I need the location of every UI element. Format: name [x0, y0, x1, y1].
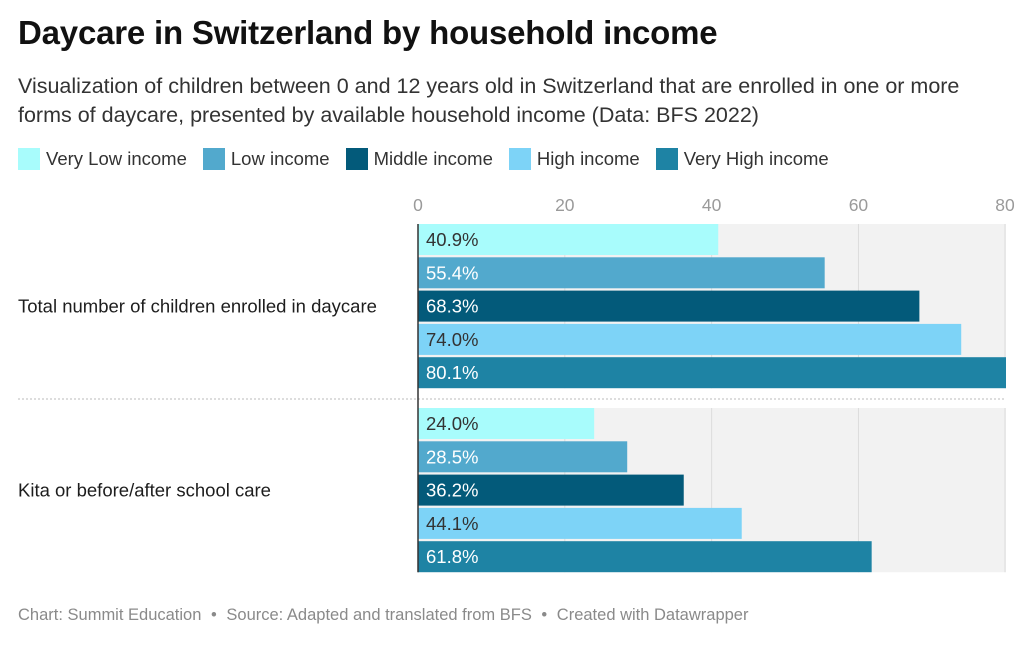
bar — [418, 541, 872, 573]
bar — [418, 408, 595, 439]
chart-footer: Chart: Summit Education • Source: Adapte… — [18, 606, 748, 625]
data-label: 55.4% — [426, 262, 478, 283]
legend-label-very-high: Very High income — [683, 148, 829, 169]
legend-swatch-very-high — [655, 148, 678, 170]
legend-label-high: High income — [536, 148, 640, 169]
legend-label-low: Low income — [230, 148, 330, 169]
footer-separator: • — [541, 606, 548, 624]
data-label: 24.0% — [426, 413, 478, 434]
footer-separator: • — [211, 606, 217, 624]
data-label: 36.2% — [426, 480, 478, 501]
bar — [418, 224, 719, 255]
x-tick-label: 0 — [413, 195, 423, 215]
x-tick-label: 20 — [555, 195, 575, 215]
legend-item-very-high: Very High income — [655, 148, 829, 170]
data-label: 74.0% — [426, 329, 478, 350]
data-label: 44.1% — [426, 513, 478, 534]
chart-subtitle: Visualization of children between 0 and … — [18, 74, 960, 127]
chart-source: Source: Adapted and translated from BFS — [226, 606, 532, 624]
x-tick-label: 80 — [995, 195, 1015, 215]
legend-item-very-low: Very Low income — [18, 148, 187, 170]
bar — [418, 357, 1006, 389]
bar — [418, 474, 684, 506]
bar — [418, 290, 920, 322]
bar — [418, 323, 962, 355]
legend-swatch-low — [202, 148, 225, 170]
data-label: 28.5% — [426, 446, 478, 467]
data-label: 68.3% — [426, 296, 478, 317]
legend-swatch-middle — [345, 148, 368, 170]
legend-item-high: High income — [508, 148, 640, 170]
data-label: 61.8% — [426, 546, 478, 567]
chart-created-with: Created with Datawrapper — [556, 606, 749, 624]
bar — [418, 257, 825, 289]
legend-label-middle: Middle income — [373, 148, 493, 169]
chart-credit: Chart: Summit Education — [18, 606, 202, 624]
legend-label-very-low: Very Low income — [46, 148, 187, 169]
legend-swatch-very-low — [18, 148, 40, 170]
bar — [418, 507, 742, 539]
data-label: 40.9% — [426, 229, 478, 250]
x-tick-label: 60 — [849, 195, 869, 215]
legend-item-middle: Middle income — [345, 148, 493, 170]
chart-title: Daycare in Switzerland by household inco… — [18, 14, 718, 51]
legend-swatch-high — [508, 148, 531, 170]
legend-item-low: Low income — [202, 148, 330, 170]
bar — [418, 441, 628, 473]
category-label: Kita or before/after school care — [18, 480, 271, 501]
x-tick-label: 40 — [702, 195, 722, 215]
legend: Very Low income Low income Middle income… — [18, 148, 845, 170]
bar-chart: 0 20 40 60 80 40.9% 55.4% 68.3% 74.0% 80.1% Total … — [18, 195, 1015, 573]
data-label: 80.1% — [426, 362, 478, 383]
category-label: Total number of children enrolled in day… — [18, 296, 377, 317]
